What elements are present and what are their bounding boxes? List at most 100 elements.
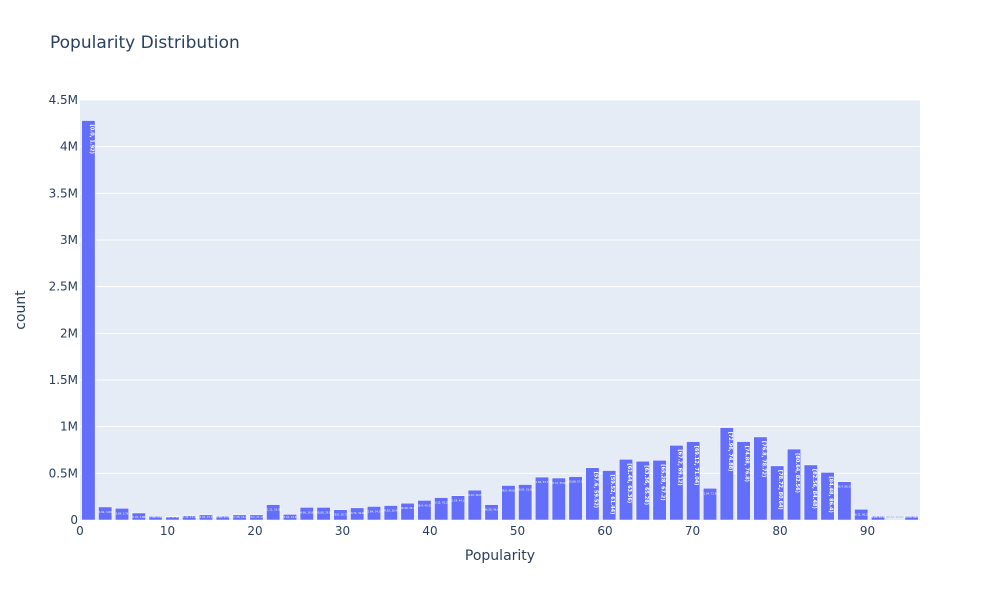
histogram-bar	[619, 459, 633, 521]
bar-label: [38.4, 40.32)	[416, 503, 432, 507]
histogram-bar	[669, 445, 684, 521]
bar-label: [88.32, 90.24)	[852, 512, 870, 516]
x-tick-label: 30	[335, 524, 350, 538]
bar-label: [74.88, 76.8)	[744, 446, 750, 482]
histogram-bar	[434, 497, 449, 521]
bar-label: [51.84, 53.76)	[533, 480, 551, 484]
bar-label: [11.52, 13.44)	[180, 515, 198, 519]
x-tick-label: 80	[772, 524, 787, 538]
bar-label: [1.92, 3.84)	[98, 510, 113, 514]
histogram-bar	[299, 507, 314, 521]
y-tick-label: 2M	[60, 326, 78, 340]
bar-label: [48.0, 49.92)	[500, 488, 516, 492]
bar-label: [94.08, 96.0)	[903, 515, 919, 519]
histogram-bar	[585, 467, 600, 521]
y-tick-label: 1M	[60, 420, 78, 434]
histogram-bar	[115, 508, 129, 521]
x-tick-label: 20	[247, 524, 262, 538]
bar-label: [17.28, 19.2)	[231, 515, 247, 519]
histogram-bar	[736, 441, 751, 521]
histogram-bar	[350, 507, 365, 521]
histogram-bar	[81, 120, 96, 521]
bar-label: [49.92, 51.84)	[516, 488, 534, 492]
x-tick-label: 40	[422, 524, 437, 538]
bar-label: [5.76, 7.68)	[131, 515, 146, 519]
bar-label: [65.28, 67.2)	[660, 464, 666, 500]
bar-label: [69.12, 71.04)	[693, 446, 699, 486]
bar-label: [28.8, 30.72)	[332, 513, 348, 517]
bar-label: [53.76, 55.68)	[550, 481, 568, 485]
histogram-bar	[703, 488, 717, 521]
histogram-bar	[904, 516, 919, 521]
y-tick-label: 0	[70, 513, 78, 527]
y-tick-label: 3M	[60, 233, 78, 247]
histogram-bar	[283, 514, 297, 521]
bar-label: [59.52, 61.44)	[609, 475, 615, 515]
histogram-bar	[518, 484, 533, 521]
x-tick-label: 0	[76, 524, 84, 538]
histogram-bar	[316, 507, 331, 521]
bar-label: [82.56, 84.48)	[811, 469, 817, 509]
y-axis-title: count	[13, 290, 29, 330]
histogram-bar	[854, 509, 869, 521]
plot-background	[80, 100, 920, 520]
histogram-bar	[635, 460, 650, 521]
histogram-bar	[131, 512, 146, 521]
bar-label: [80.64, 82.56)	[794, 453, 800, 493]
bar-label: [9.6, 11.52)	[165, 515, 180, 519]
chart-title: Popularity Distribution	[50, 33, 240, 53]
histogram-bar	[182, 515, 197, 521]
histogram-bar	[199, 514, 213, 521]
bar-label: [13.44, 15.36)	[197, 515, 215, 519]
bar-label: [86.4, 88.32)	[836, 485, 852, 489]
bar-label: [30.72, 32.64)	[348, 511, 366, 515]
bar-label: [63.36, 65.28)	[643, 465, 649, 505]
histogram-bar	[753, 436, 768, 521]
bar-label: [40.32, 42.24)	[432, 501, 450, 505]
bars	[81, 120, 919, 521]
bar-label: [61.44, 63.36)	[626, 463, 632, 503]
bar-label: [21.12, 23.04)	[264, 508, 282, 512]
histogram-bar	[820, 472, 835, 521]
bar-label: [67.2, 69.12)	[676, 449, 682, 485]
histogram-bar	[215, 516, 230, 521]
histogram-bar	[686, 441, 701, 521]
histogram-bar	[719, 427, 734, 521]
histogram-bar	[467, 489, 482, 521]
bar-label: [0.0, 1.92)	[88, 125, 94, 154]
bar-label: [78.72, 80.64)	[777, 470, 783, 510]
histogram-bar	[266, 504, 281, 521]
bar-label: [26.88, 28.8)	[315, 510, 331, 514]
histogram-bar	[232, 514, 247, 521]
bar-label: [46.08, 48.0)	[483, 508, 499, 512]
x-axis-ticks: 0 10 20 30 40 50 60 70 80 90	[76, 524, 875, 538]
x-axis-title: Popularity	[465, 548, 535, 564]
bar-label: [44.16, 46.08)	[466, 493, 484, 497]
bar-label: [72.96, 74.88)	[727, 432, 733, 472]
histogram-bar	[535, 476, 549, 521]
histogram-bar	[803, 464, 818, 521]
bar-labels: [0.0, 1.92) [1.92, 3.84) [3.84, 5.76)[5.76…	[88, 125, 919, 519]
histogram-bar	[871, 516, 885, 521]
histogram-bar	[602, 470, 617, 521]
bar-label: [76.8, 78.72)	[760, 441, 766, 477]
bar-label: [3.84, 5.76)	[115, 511, 130, 515]
bar-label: [34.56, 36.48)	[382, 509, 400, 513]
bar-label: [32.64, 34.56)	[365, 509, 383, 513]
bar-label: [15.36, 17.28)	[214, 515, 232, 519]
bar-label: [7.68, 9.6)	[149, 515, 162, 519]
y-tick-label: 1.5M	[49, 373, 78, 387]
bar-label: [23.04, 24.96)	[281, 515, 299, 519]
bar-label: [92.16, 94.08)	[886, 515, 904, 519]
bar-label: [84.48, 86.4)	[828, 476, 834, 512]
y-tick-label: 3.5M	[49, 186, 78, 200]
histogram-bar	[383, 505, 398, 521]
histogram-bar	[568, 476, 583, 521]
histogram-bar	[787, 448, 801, 521]
bar-label: [36.48, 38.4)	[399, 506, 415, 510]
histogram-bar	[837, 481, 852, 521]
histogram-bar	[417, 500, 432, 521]
x-tick-label: 60	[597, 524, 612, 538]
